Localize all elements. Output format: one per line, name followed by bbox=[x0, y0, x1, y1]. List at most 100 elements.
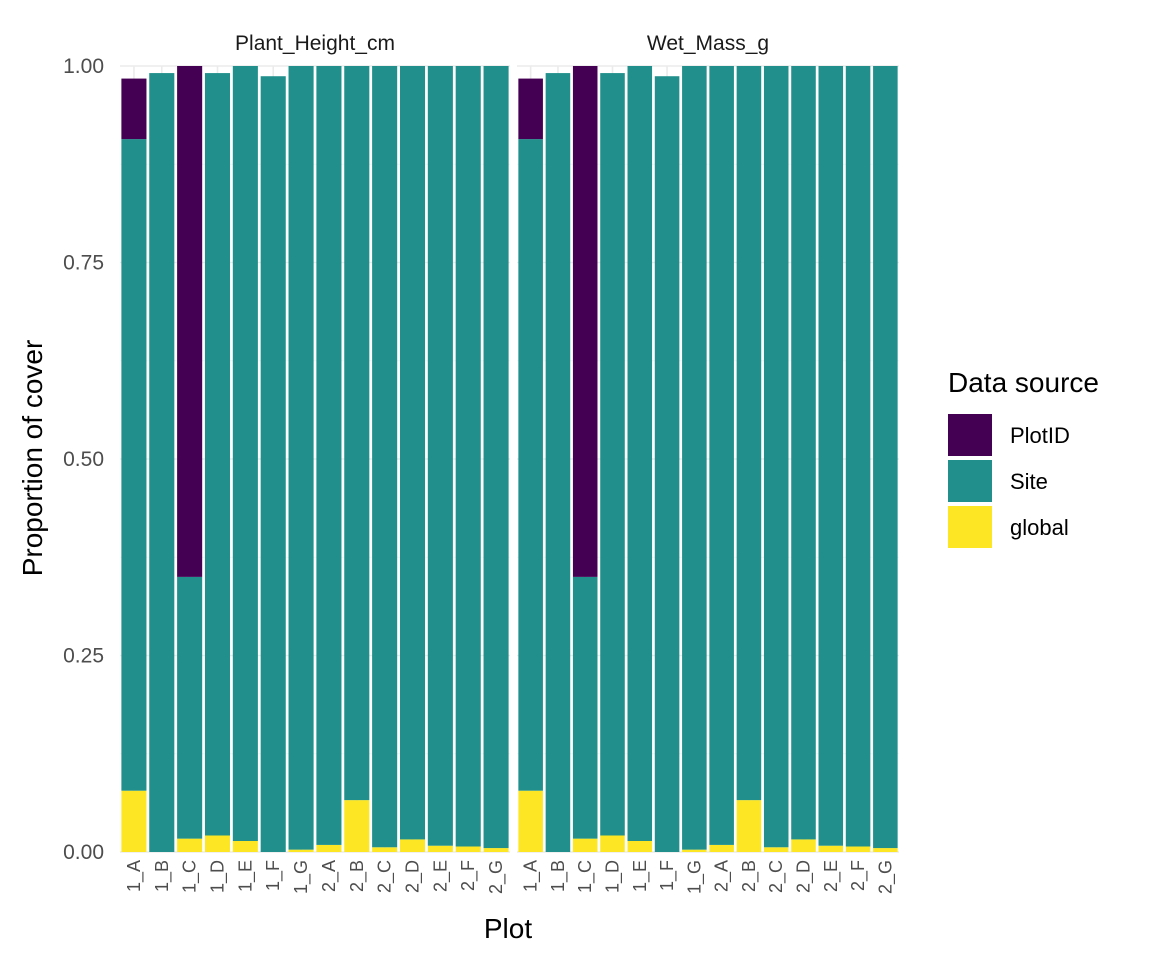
bar-Site-2_A bbox=[709, 66, 734, 845]
bar-Site-1_F bbox=[654, 76, 680, 852]
bar-global-1_E bbox=[232, 840, 258, 852]
bar-Site-1_C bbox=[177, 576, 203, 839]
x-tick-label: 1_D bbox=[603, 860, 624, 893]
x-tick-label: 2_G bbox=[486, 860, 507, 894]
bar-Site-1_B bbox=[545, 73, 571, 853]
legend-swatch-global bbox=[948, 506, 992, 548]
x-tick-label: 1_B bbox=[152, 860, 173, 892]
y-axis: 0.00 0.25 0.50 0.75 1.00 bbox=[63, 55, 104, 864]
bar-global-2_E bbox=[427, 845, 453, 852]
bar-global-1_E bbox=[627, 840, 653, 852]
bar-global-2_G bbox=[873, 848, 898, 852]
bar-Site-1_D bbox=[600, 73, 625, 836]
bar-global-2_F bbox=[455, 846, 481, 852]
bar-global-1_A bbox=[518, 790, 543, 852]
x-tick-labels: 1_A 1_B 1_C 1_D 1_E 1_F 1_G 2_A 2_B 2_C 2_D 2_E 2_F 2… bbox=[521, 860, 897, 894]
bar-global-2_G bbox=[483, 848, 509, 852]
bars bbox=[518, 66, 898, 853]
y-axis-title: Proportion of cover bbox=[17, 340, 48, 577]
facet-title: Wet_Mass_g bbox=[647, 32, 769, 55]
bar-Site-1_D bbox=[204, 73, 231, 836]
x-tick-label: 2_G bbox=[875, 860, 896, 894]
bar-PlotID-1_A bbox=[121, 78, 147, 140]
bar-global-1_C bbox=[177, 838, 203, 852]
bar-global-2_F bbox=[845, 846, 871, 852]
bar-global-1_G bbox=[682, 849, 707, 852]
bar-PlotID-1_A bbox=[518, 78, 543, 140]
facet-panels: Plant_Height_cm 1_A 1_B 1_C 1_D 1_E 1_F 1_G 2_A 2… bbox=[120, 32, 899, 894]
x-tick-label: 2_E bbox=[821, 860, 842, 892]
x-axis-title: Plot bbox=[484, 913, 532, 944]
bar-global-2_E bbox=[818, 845, 844, 852]
x-tick-label: 2_C bbox=[766, 860, 787, 893]
x-tick-label: 1_B bbox=[548, 860, 569, 892]
legend: Data source PlotID Site global bbox=[948, 367, 1099, 548]
y-tick-label: 0.50 bbox=[63, 448, 104, 471]
bar-Site-2_D bbox=[399, 66, 426, 840]
x-tick-label: 1_G bbox=[684, 860, 705, 894]
bar-PlotID-1_C bbox=[572, 66, 598, 577]
bar-Site-2_C bbox=[372, 66, 398, 848]
y-tick-label: 0.75 bbox=[63, 252, 104, 275]
legend-label: Site bbox=[1010, 469, 1048, 494]
bar-global-2_A bbox=[709, 844, 734, 852]
bar-global-1_G bbox=[288, 849, 314, 852]
bar-Site-1_E bbox=[232, 66, 258, 841]
y-tick-label: 1.00 bbox=[63, 55, 104, 78]
x-tick-label: 1_E bbox=[630, 860, 651, 892]
x-tick-label: 2_D bbox=[403, 860, 424, 893]
bar-Site-1_C bbox=[572, 576, 598, 839]
bar-Site-2_G bbox=[873, 66, 898, 849]
x-tick-label: 2_A bbox=[319, 860, 340, 892]
bar-Site-1_G bbox=[288, 66, 314, 850]
x-tick-label: 2_E bbox=[430, 860, 451, 892]
bar-global-2_A bbox=[316, 844, 342, 852]
bar-Site-2_F bbox=[455, 66, 481, 847]
bar-Site-2_G bbox=[483, 66, 509, 849]
bar-Site-2_B bbox=[736, 66, 762, 801]
legend-label: PlotID bbox=[1010, 423, 1070, 448]
facet-title: Plant_Height_cm bbox=[235, 32, 395, 55]
bar-Site-1_G bbox=[682, 66, 707, 850]
bar-Site-2_D bbox=[791, 66, 816, 840]
bar-Site-1_A bbox=[121, 139, 147, 791]
y-tick-label: 0.25 bbox=[63, 645, 104, 668]
bar-global-2_C bbox=[763, 847, 789, 852]
bar-global-1_A bbox=[121, 790, 147, 852]
legend-title: Data source bbox=[948, 367, 1099, 398]
x-tick-label: 2_B bbox=[739, 860, 760, 892]
x-tick-label: 2_F bbox=[848, 860, 869, 891]
x-tick-label: 1_C bbox=[180, 860, 201, 893]
bar-global-1_D bbox=[204, 835, 231, 852]
bar-global-1_C bbox=[572, 838, 598, 852]
bar-Site-2_B bbox=[344, 66, 370, 801]
x-tick-labels: 1_A 1_B 1_C 1_D 1_E 1_F 1_G 2_A 2_B 2_C 2_D 2_E 2_F 2… bbox=[124, 860, 507, 894]
x-tick-label: 1_A bbox=[521, 860, 542, 892]
bar-global-2_D bbox=[399, 839, 426, 852]
x-tick-label: 1_F bbox=[263, 860, 284, 891]
bar-global-1_D bbox=[600, 835, 625, 852]
bar-global-2_B bbox=[344, 800, 370, 852]
bar-Site-2_A bbox=[316, 66, 342, 845]
x-tick-label: 2_D bbox=[794, 860, 815, 893]
bar-Site-2_E bbox=[818, 66, 844, 846]
legend-label: global bbox=[1010, 515, 1069, 540]
bar-Site-1_F bbox=[260, 76, 286, 852]
x-tick-label: 1_F bbox=[657, 860, 678, 891]
bar-Site-2_E bbox=[427, 66, 453, 846]
y-tick-label: 0.00 bbox=[63, 841, 104, 864]
bar-Site-2_C bbox=[763, 66, 789, 848]
bar-global-2_B bbox=[736, 800, 762, 852]
x-tick-label: 1_C bbox=[575, 860, 596, 893]
x-tick-label: 2_A bbox=[712, 860, 733, 892]
bar-global-2_D bbox=[791, 839, 816, 852]
x-tick-label: 1_D bbox=[208, 860, 229, 893]
x-tick-label: 1_A bbox=[124, 860, 145, 892]
bar-Site-1_A bbox=[518, 139, 543, 791]
facet-panel-1: Plant_Height_cm 1_A 1_B 1_C 1_D 1_E 1_F 1_G 2_A 2… bbox=[120, 32, 510, 894]
x-tick-label: 1_E bbox=[235, 860, 256, 892]
bar-Site-1_E bbox=[627, 66, 653, 841]
x-tick-label: 2_B bbox=[347, 860, 368, 892]
bar-PlotID-1_C bbox=[177, 66, 203, 577]
